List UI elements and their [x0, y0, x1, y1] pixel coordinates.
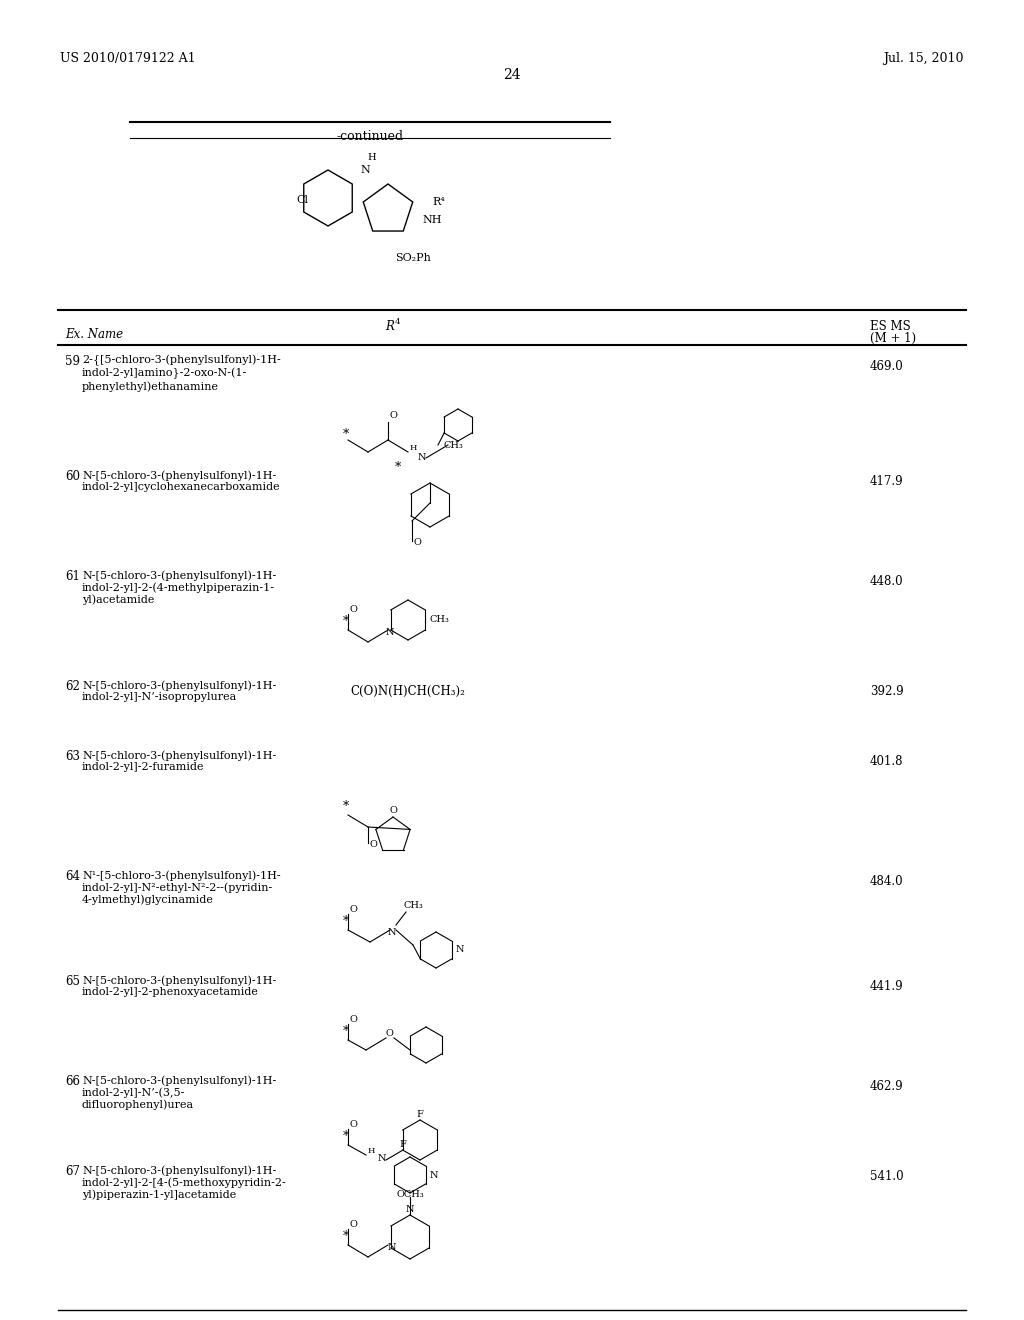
- Text: N: N: [386, 628, 394, 638]
- Text: F: F: [417, 1110, 424, 1119]
- Text: O: O: [386, 1030, 394, 1038]
- Text: (M + 1): (M + 1): [870, 333, 916, 345]
- Text: N: N: [430, 1171, 438, 1180]
- Text: 541.0: 541.0: [870, 1170, 903, 1183]
- Text: Jul. 15, 2010: Jul. 15, 2010: [884, 51, 964, 65]
- Text: F: F: [399, 1140, 407, 1148]
- Text: N-[5-chloro-3-(phenylsulfonyl)-1H-
indol-2-yl]-2-furamide: N-[5-chloro-3-(phenylsulfonyl)-1H- indol…: [82, 750, 276, 772]
- Text: H: H: [368, 153, 376, 162]
- Text: ES MS: ES MS: [870, 319, 910, 333]
- Text: 60: 60: [65, 470, 80, 483]
- Text: O: O: [389, 807, 397, 814]
- Text: *: *: [343, 1130, 349, 1143]
- Text: 67: 67: [65, 1166, 80, 1177]
- Text: N-[5-chloro-3-(phenylsulfonyl)-1H-
indol-2-yl]-N’-(3,5-
difluorophenyl)urea: N-[5-chloro-3-(phenylsulfonyl)-1H- indol…: [82, 1074, 276, 1110]
- Text: 2-{[5-chloro-3-(phenylsulfonyl)-1H-
indol-2-yl]amino}-2-oxo-N-(1-
phenylethyl)et: 2-{[5-chloro-3-(phenylsulfonyl)-1H- indo…: [82, 355, 281, 392]
- Text: C(O)N(H)CH(CH₃)₂: C(O)N(H)CH(CH₃)₂: [350, 685, 465, 698]
- Text: 484.0: 484.0: [870, 875, 903, 888]
- Text: O: O: [350, 1015, 357, 1024]
- Text: *: *: [343, 800, 349, 813]
- Text: O: O: [350, 605, 357, 614]
- Text: 441.9: 441.9: [870, 979, 903, 993]
- Text: 64: 64: [65, 870, 80, 883]
- Text: 401.8: 401.8: [870, 755, 903, 768]
- Text: *: *: [343, 1026, 349, 1038]
- Text: 66: 66: [65, 1074, 80, 1088]
- Text: -continued: -continued: [337, 129, 403, 143]
- Text: OCH₃: OCH₃: [396, 1191, 424, 1199]
- Text: R: R: [385, 319, 394, 333]
- Text: H: H: [368, 1147, 376, 1155]
- Text: O: O: [350, 1119, 357, 1129]
- Text: SO₂Ph: SO₂Ph: [395, 253, 431, 263]
- Text: *: *: [343, 428, 349, 441]
- Text: 448.0: 448.0: [870, 576, 903, 587]
- Text: N-[5-chloro-3-(phenylsulfonyl)-1H-
indol-2-yl]-N’-isopropylurea: N-[5-chloro-3-(phenylsulfonyl)-1H- indol…: [82, 680, 276, 702]
- Text: Cl: Cl: [296, 195, 308, 205]
- Text: 392.9: 392.9: [870, 685, 903, 698]
- Text: CH₃: CH₃: [443, 441, 463, 450]
- Text: CH₃: CH₃: [403, 902, 423, 909]
- Text: 462.9: 462.9: [870, 1080, 903, 1093]
- Text: NH: NH: [422, 215, 441, 224]
- Text: CH₃: CH₃: [430, 615, 450, 624]
- Text: *: *: [343, 615, 349, 628]
- Text: 4: 4: [395, 318, 400, 326]
- Text: N: N: [406, 1205, 415, 1214]
- Text: N-[5-chloro-3-(phenylsulfonyl)-1H-
indol-2-yl]-2-[4-(5-methoxypyridin-2-
yl)pipe: N-[5-chloro-3-(phenylsulfonyl)-1H- indol…: [82, 1166, 287, 1200]
- Text: N¹-[5-chloro-3-(phenylsulfonyl)-1H-
indol-2-yl]-N²-ethyl-N²-2--(pyridin-
4-ylmet: N¹-[5-chloro-3-(phenylsulfonyl)-1H- indo…: [82, 870, 281, 906]
- Text: H: H: [410, 444, 418, 451]
- Text: R⁴: R⁴: [432, 197, 444, 207]
- Text: O: O: [414, 539, 422, 546]
- Text: O: O: [370, 840, 378, 849]
- Text: N: N: [388, 928, 396, 937]
- Text: N: N: [456, 945, 465, 954]
- Text: N: N: [360, 165, 370, 176]
- Text: N: N: [418, 453, 427, 462]
- Text: 59: 59: [65, 355, 80, 368]
- Text: N-[5-chloro-3-(phenylsulfonyl)-1H-
indol-2-yl]-2-(4-methylpiperazin-1-
yl)acetam: N-[5-chloro-3-(phenylsulfonyl)-1H- indol…: [82, 570, 276, 605]
- Text: 24: 24: [503, 69, 521, 82]
- Text: Ex. Name: Ex. Name: [65, 327, 123, 341]
- Text: 61: 61: [65, 570, 80, 583]
- Text: 63: 63: [65, 750, 80, 763]
- Text: 62: 62: [65, 680, 80, 693]
- Text: O: O: [390, 411, 398, 420]
- Text: N-[5-chloro-3-(phenylsulfonyl)-1H-
indol-2-yl]-2-phenoxyacetamide: N-[5-chloro-3-(phenylsulfonyl)-1H- indol…: [82, 975, 276, 997]
- Text: N: N: [378, 1154, 386, 1163]
- Text: 469.0: 469.0: [870, 360, 904, 374]
- Text: 65: 65: [65, 975, 80, 987]
- Text: O: O: [350, 1220, 357, 1229]
- Text: O: O: [350, 906, 357, 913]
- Text: N-[5-chloro-3-(phenylsulfonyl)-1H-
indol-2-yl]cyclohexanecarboxamide: N-[5-chloro-3-(phenylsulfonyl)-1H- indol…: [82, 470, 281, 492]
- Text: *: *: [343, 1230, 349, 1243]
- Text: *: *: [343, 915, 349, 928]
- Text: N: N: [388, 1243, 396, 1251]
- Text: US 2010/0179122 A1: US 2010/0179122 A1: [60, 51, 196, 65]
- Text: 417.9: 417.9: [870, 475, 903, 488]
- Text: *: *: [395, 461, 401, 474]
